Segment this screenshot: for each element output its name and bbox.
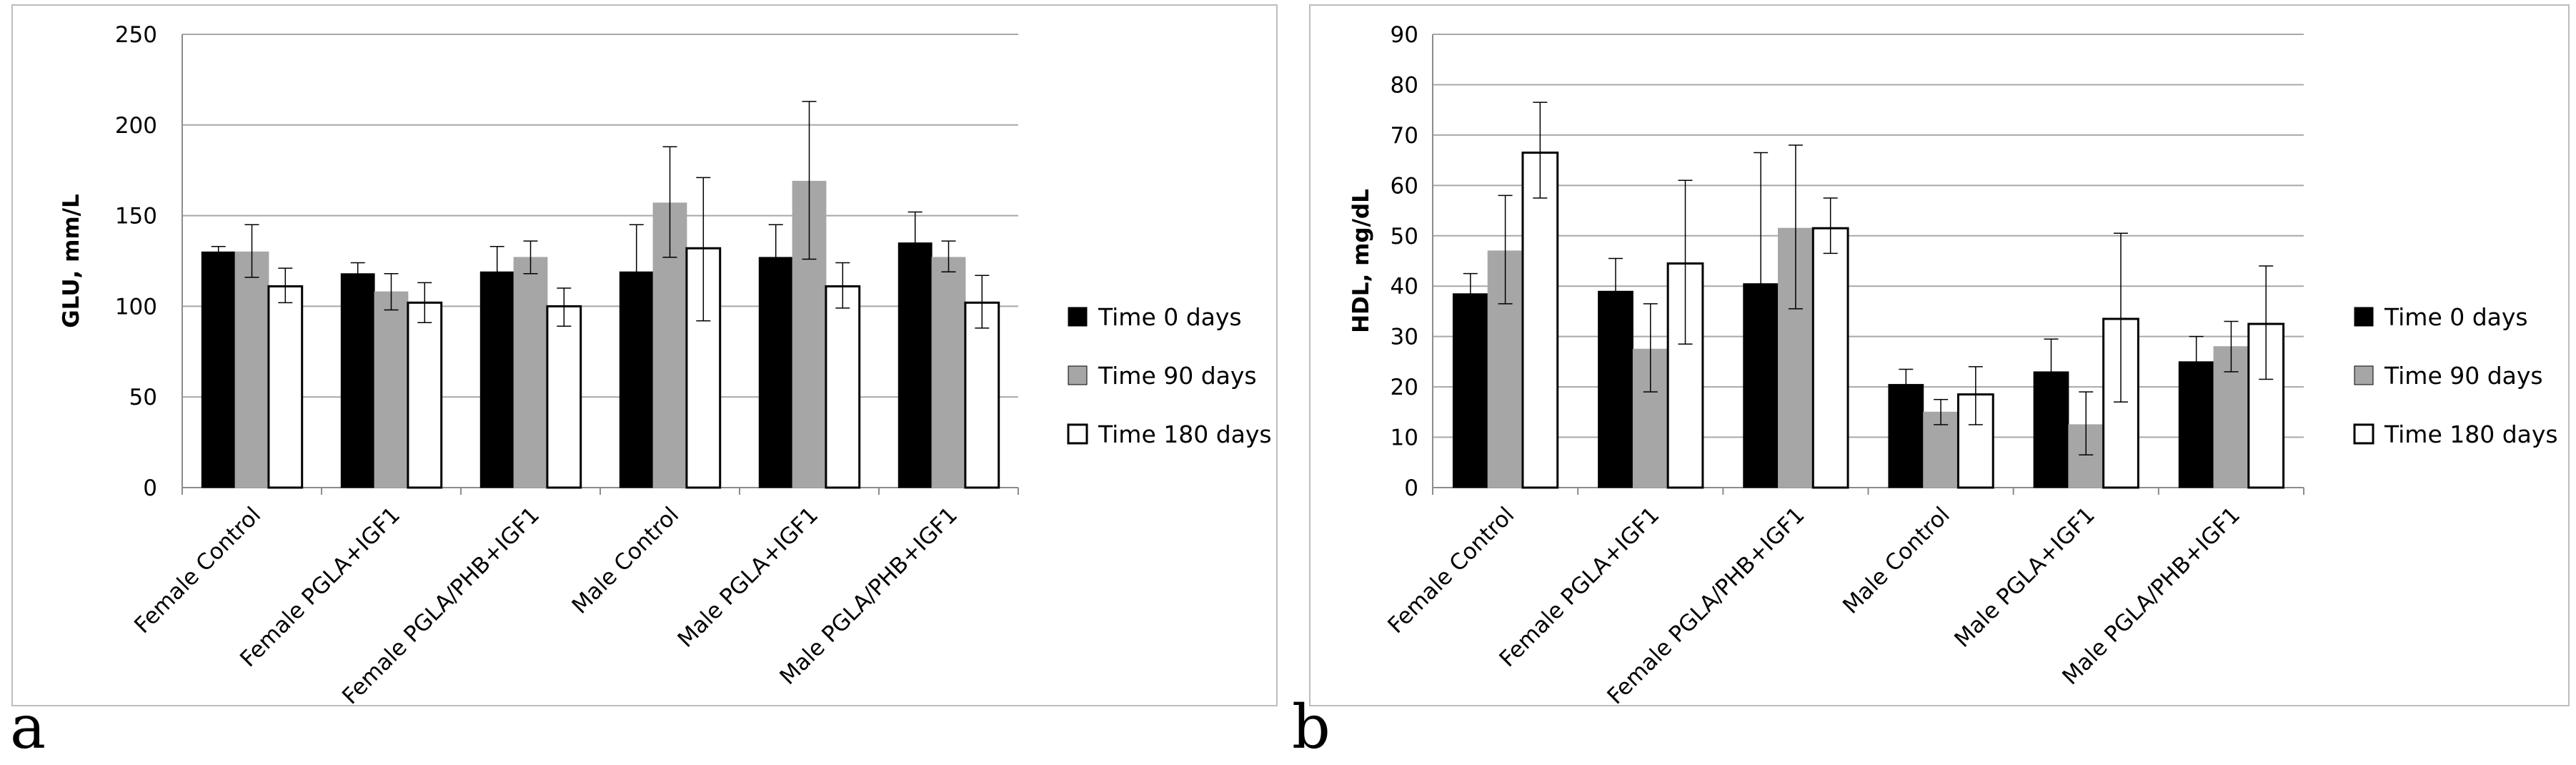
y-tick-label: 150: [115, 204, 157, 230]
legend-swatch-time-90-days: [2354, 365, 2374, 385]
y-tick-label: 200: [115, 113, 157, 139]
legend-label-time-180-days: Time 180 days: [1098, 420, 1272, 448]
y-tick-label: 250: [115, 22, 157, 48]
legend-swatch-time-90-days: [1068, 365, 1088, 385]
y-tick-label: 60: [1391, 173, 1418, 199]
bar-time-180-days-female-pgla-phb-igf1: [546, 305, 582, 489]
bar-time-0-days-male-control: [1888, 384, 1924, 488]
bar-time-180-days-female-pgla-phb-igf1: [1811, 227, 1849, 489]
y-tick-label: 20: [1391, 375, 1418, 400]
bar-time-0-days-female-pgla-phb-igf1: [479, 271, 514, 488]
panel-letter-b: b: [1292, 692, 1331, 762]
bar-time-0-days-female-pgla-igf1: [340, 273, 375, 488]
legend-swatch-time-0-days: [1068, 307, 1088, 327]
bar-time-90-days-female-pgla-igf1: [374, 291, 409, 488]
category-label-male-pgla-igf1: Male PGLA+IGF1: [1949, 502, 2100, 653]
category-label-female-control: Female Control: [1383, 502, 1519, 638]
legend-label-time-180-days: Time 180 days: [2384, 420, 2558, 448]
y-tick-label: 70: [1391, 123, 1418, 149]
legend-label-time-0-days: Time 0 days: [2384, 303, 2528, 331]
bar-time-0-days-female-control: [201, 251, 236, 488]
legend-swatch-time-0-days: [2354, 307, 2374, 327]
bar-time-0-days-male-pgla-phb-igf1: [897, 242, 933, 488]
bar-time-0-days-female-control: [1452, 293, 1488, 488]
y-tick-label: 30: [1391, 325, 1418, 350]
bar-time-90-days-male-pgla-phb-igf1: [931, 257, 966, 488]
y-tick-label: 80: [1391, 72, 1418, 98]
legend-swatch-time-180-days: [1067, 423, 1088, 445]
y-tick-label: 0: [1404, 475, 1418, 501]
bar-time-0-days-male-pgla-igf1: [758, 257, 793, 488]
legend-swatch-time-180-days: [2353, 423, 2374, 445]
bar-time-180-days-female-pgla-igf1: [407, 301, 443, 489]
y-tick-label: 50: [1391, 224, 1418, 250]
y-tick-label: 0: [143, 475, 157, 501]
y-tick-label: 10: [1391, 425, 1418, 451]
legend-label-time-90-days: Time 90 days: [1098, 362, 1257, 390]
y-tick-label: 50: [129, 385, 157, 410]
category-label-female-pgla-igf1: Female PGLA+IGF1: [1494, 502, 1664, 672]
bar-time-180-days-female-pgla-igf1: [1666, 262, 1704, 489]
bar-time-180-days-female-control: [1521, 152, 1559, 489]
y-tick-label: 40: [1391, 274, 1418, 300]
panel-letter-a: a: [10, 692, 46, 762]
legend-label-time-90-days: Time 90 days: [2384, 362, 2543, 390]
y-tick-label: 100: [115, 294, 157, 320]
category-label-male-control: Male Control: [1838, 502, 1955, 619]
bar-time-90-days-female-control: [234, 251, 269, 488]
bar-time-180-days-male-pgla-igf1: [825, 285, 861, 489]
y-axis-title: HDL, mg/dL: [1348, 189, 1374, 333]
y-axis-title: GLU, mm/L: [59, 194, 84, 328]
legend-label-time-0-days: Time 0 days: [1098, 303, 1242, 331]
y-tick-label: 90: [1391, 22, 1418, 48]
